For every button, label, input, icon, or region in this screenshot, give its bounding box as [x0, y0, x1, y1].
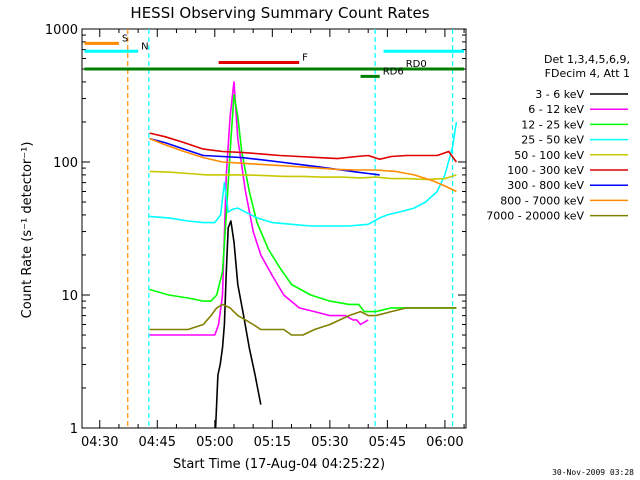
flag-f-label: F: [302, 52, 308, 63]
y-axis-label: Count Rate (s⁻¹ detector⁻¹): [20, 142, 35, 319]
y-tick-label: 10: [61, 289, 78, 304]
plot-area: 1 10 100 1000 04:30 04:45 05:00 05:15 05:30 05:45…: [45, 23, 467, 450]
series-line-6: [149, 137, 380, 176]
chart-title: HESSI Observing Summary Count Rates: [130, 4, 429, 22]
x-tick-label: 06:00: [426, 435, 463, 450]
x-tick-label: 05:00: [196, 435, 233, 450]
legend-label: 300 - 800 keV: [507, 179, 584, 192]
series-line-4: [149, 170, 457, 181]
plot-frame: [81, 28, 467, 429]
x-tick-label: 05:30: [311, 435, 348, 450]
x-tick-label: 05:45: [369, 435, 406, 450]
x-tick-label: 04:45: [139, 435, 176, 450]
legend-label: 12 - 25 keV: [521, 118, 584, 131]
y-tick-label: 1: [70, 422, 78, 437]
y-tick-label: 100: [53, 156, 78, 171]
legend-label: 50 - 100 keV: [514, 149, 584, 162]
series-line-7: [149, 137, 457, 193]
series-line-8: [149, 303, 457, 336]
flag-s-label: S: [122, 33, 128, 44]
series-line-1: [149, 81, 369, 336]
legend-label: 800 - 7000 keV: [500, 194, 584, 207]
y-tick-label: 1000: [45, 23, 78, 38]
legend-header-line-1: Det 1,3,4,5,6,9,: [544, 53, 630, 66]
x-tick-label: 04:30: [81, 435, 118, 450]
footer-timestamp: 30-Nov-2009 03:28: [552, 468, 634, 477]
legend-label: 3 - 6 keV: [535, 88, 584, 101]
x-tick-label: 05:15: [254, 435, 291, 450]
legend: Det 1,3,4,5,6,9, FDecim 4, Att 1 3 - 6 k…: [486, 53, 630, 223]
legend-header-line-2: FDecim 4, Att 1: [545, 67, 630, 80]
series-line-0: [214, 220, 262, 429]
legend-label: 7000 - 20000 keV: [486, 210, 584, 223]
legend-label: 100 - 300 keV: [507, 164, 584, 177]
flag-rd6-label: RD6: [383, 66, 404, 77]
legend-label: 6 - 12 keV: [528, 103, 584, 116]
flag-n-label: N: [141, 41, 148, 52]
series-line-2: [149, 94, 457, 313]
flag-rd0-label: RD0: [406, 59, 427, 70]
series-line-5: [149, 132, 458, 163]
series-line-3: [149, 121, 458, 227]
legend-label: 25 - 50 keV: [521, 134, 584, 147]
x-axis-label: Start Time (17-Aug-04 04:25:22): [173, 457, 385, 472]
